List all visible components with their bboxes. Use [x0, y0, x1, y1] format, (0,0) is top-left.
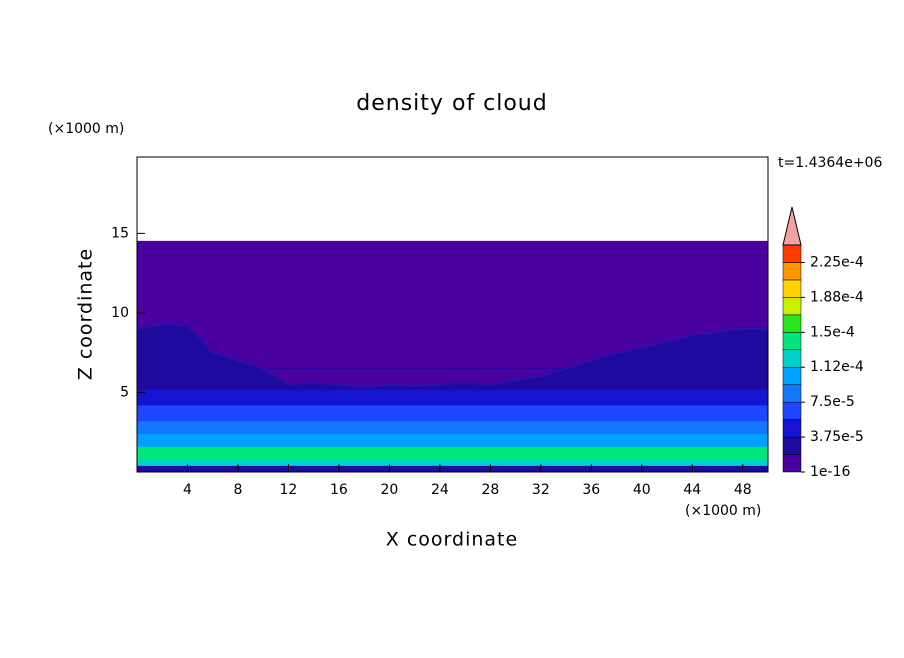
cloud-top-line: [136, 323, 768, 389]
colorbar-label: 1.5e-4: [810, 324, 855, 340]
colorbar-band: [782, 332, 802, 351]
colorbar-band: [782, 244, 802, 263]
colorbar-band: [782, 349, 802, 368]
x-tick-label: 20: [380, 482, 398, 498]
colorbar-band: [782, 366, 802, 385]
colorbar-band: [782, 454, 802, 473]
y-tick-label: 5: [120, 384, 129, 400]
x-tick-label: 40: [633, 482, 651, 498]
colorbar-band: [782, 436, 802, 455]
colorbar-label: 1.12e-4: [810, 359, 864, 375]
density-band: [136, 446, 769, 460]
x-tick-label: 48: [734, 482, 752, 498]
colorbar-band: [782, 384, 802, 403]
colorbar-band: [782, 401, 802, 420]
density-band: [136, 433, 769, 447]
colorbar-band: [782, 279, 802, 298]
x-tick-label: 28: [481, 482, 499, 498]
colorbar-label: 2.25e-4: [810, 254, 864, 270]
density-band: [136, 389, 769, 406]
y-tick-label: 15: [111, 225, 129, 241]
colorbar-band: [782, 314, 802, 333]
x-tick-label: 44: [683, 482, 701, 498]
x-tick-label: 8: [233, 482, 242, 498]
x-unit: (×1000 m): [685, 503, 761, 519]
density-band: [136, 420, 769, 435]
colorbar-over: [782, 206, 802, 246]
colorbar-band: [782, 297, 802, 316]
x-tick-label: 32: [532, 482, 550, 498]
chart-title: density of cloud: [356, 91, 547, 116]
colorbar-label: 3.75e-5: [810, 429, 864, 445]
colorbar-label: 1e-16: [810, 464, 850, 480]
y-unit: (×1000 m): [48, 121, 124, 137]
density-band: [136, 465, 769, 473]
colorbar-band: [782, 419, 802, 438]
x-tick-label: 16: [330, 482, 348, 498]
time-label: t=1.4364e+06: [778, 155, 882, 171]
x-tick-label: 36: [582, 482, 600, 498]
x-tick-label: 12: [280, 482, 298, 498]
colorbar-label: 1.88e-4: [810, 289, 864, 305]
density-band: [136, 404, 769, 422]
density-band: [136, 459, 769, 466]
x-axis-label: X coordinate: [386, 529, 518, 551]
colorbar-band: [782, 262, 802, 281]
x-tick-label: 4: [183, 482, 192, 498]
y-axis-label: Z coordinate: [75, 248, 97, 380]
y-tick-label: 10: [111, 305, 129, 321]
x-tick-label: 24: [431, 482, 449, 498]
colorbar-label: 7.5e-5: [810, 394, 855, 410]
plot-frame: [136, 156, 769, 473]
